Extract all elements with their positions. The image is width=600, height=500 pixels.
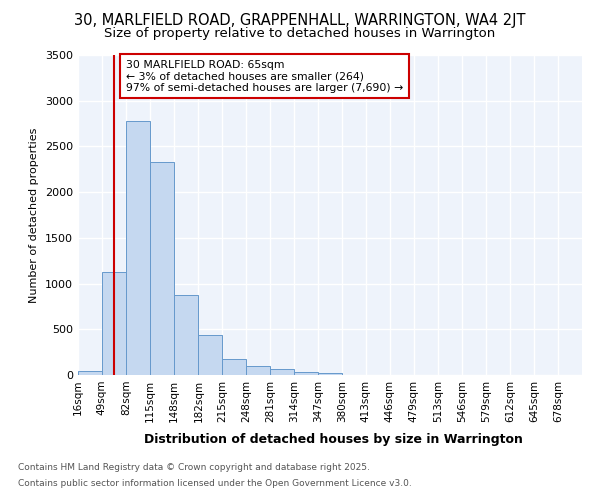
- Text: 30 MARLFIELD ROAD: 65sqm
← 3% of detached houses are smaller (264)
97% of semi-d: 30 MARLFIELD ROAD: 65sqm ← 3% of detache…: [126, 60, 403, 93]
- Text: Distribution of detached houses by size in Warrington: Distribution of detached houses by size …: [143, 432, 523, 446]
- Bar: [102, 272, 126, 375]
- Bar: [78, 371, 102, 375]
- Text: Size of property relative to detached houses in Warrington: Size of property relative to detached ho…: [104, 28, 496, 40]
- Text: 30, MARLFIELD ROAD, GRAPPENHALL, WARRINGTON, WA4 2JT: 30, MARLFIELD ROAD, GRAPPENHALL, WARRING…: [74, 12, 526, 28]
- Bar: [126, 122, 150, 375]
- Y-axis label: Number of detached properties: Number of detached properties: [29, 128, 40, 302]
- Bar: [150, 162, 174, 375]
- Bar: [246, 366, 270, 375]
- Bar: [318, 373, 342, 375]
- Bar: [294, 372, 318, 375]
- Bar: [223, 359, 246, 375]
- Text: Contains public sector information licensed under the Open Government Licence v3: Contains public sector information licen…: [18, 478, 412, 488]
- Bar: [270, 369, 294, 375]
- Text: Contains HM Land Registry data © Crown copyright and database right 2025.: Contains HM Land Registry data © Crown c…: [18, 464, 370, 472]
- Bar: [199, 335, 223, 375]
- Bar: [174, 294, 197, 375]
